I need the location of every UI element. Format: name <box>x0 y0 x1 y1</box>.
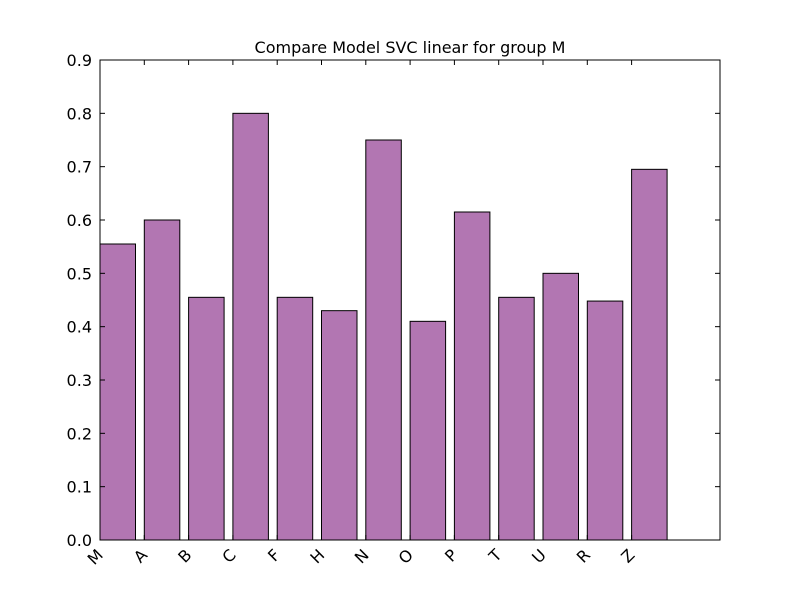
x-tick-label: Z <box>617 545 638 566</box>
x-tick-label: C <box>218 545 239 566</box>
x-tick-label: U <box>528 545 550 567</box>
x-tick-label: P <box>441 545 462 566</box>
bar-C <box>232 112 269 541</box>
y-tick-label: 0.5 <box>67 264 92 283</box>
bar-B <box>188 296 225 541</box>
bar-U <box>542 272 579 541</box>
y-tick-label: 0.7 <box>67 158 92 177</box>
bar-T <box>498 296 535 541</box>
bar-N <box>365 139 402 541</box>
y-tick-label: 0.2 <box>67 424 92 443</box>
y-tick-label: 0.1 <box>67 478 92 497</box>
bar-H <box>321 310 358 541</box>
x-tick-label: H <box>306 545 328 567</box>
x-tick-label: F <box>264 545 284 565</box>
bar-P <box>453 211 491 541</box>
bar-M <box>99 243 136 541</box>
bar-A <box>143 219 181 541</box>
y-tick-label: 0.4 <box>67 318 92 337</box>
y-tick-label: 0.9 <box>67 51 92 70</box>
x-tick-label: R <box>573 545 594 566</box>
x-tick-label: T <box>484 545 505 566</box>
y-tick-label: 0.0 <box>67 531 92 550</box>
y-tick-label: 0.8 <box>67 104 92 123</box>
y-tick-label: 0.3 <box>67 371 92 390</box>
x-tick-label: O <box>395 545 417 567</box>
bar-O <box>409 320 447 541</box>
bar-Z <box>631 168 668 541</box>
y-tick-label: 0.6 <box>67 211 92 230</box>
x-tick-label: B <box>174 545 195 566</box>
x-tick-label: A <box>130 545 151 566</box>
bar-F <box>276 296 314 541</box>
x-tick-label: N <box>351 545 373 567</box>
y-axis: 0.0 0.1 0.2 0.3 0.4 0.5 0.6 0.7 0.8 0.9 <box>67 51 720 550</box>
bar-R <box>586 300 624 541</box>
chart-title: Compare Model SVC linear for group M <box>255 38 566 57</box>
bars-group <box>99 112 668 541</box>
